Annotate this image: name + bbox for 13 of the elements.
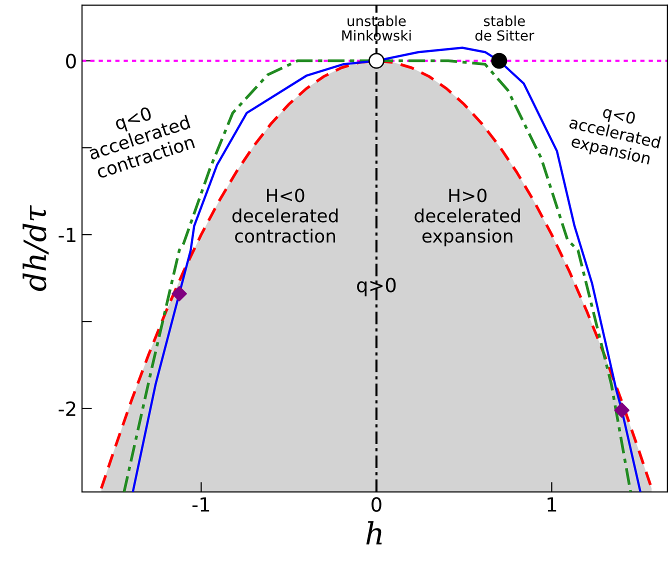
annotation: q>0	[357, 278, 396, 296]
annotation: stable de Sitter	[475, 15, 534, 41]
x-tick-label: 0	[372, 497, 382, 512]
annotation: unstable Minkowski	[342, 15, 411, 41]
y-tick-label: 0	[66, 54, 76, 68]
y-tick-label: -2	[58, 401, 76, 416]
x-tick-label: 1	[548, 497, 556, 512]
annotation: H<0 decelerated contraction	[232, 188, 338, 243]
x-tick-label: -1	[192, 497, 210, 512]
y-axis-title: dh/dτ	[22, 205, 49, 291]
x-axis-title: h	[366, 521, 382, 544]
y-tick-label: -1	[58, 228, 76, 242]
annotation: H>0 decelerated expansion	[414, 188, 520, 246]
